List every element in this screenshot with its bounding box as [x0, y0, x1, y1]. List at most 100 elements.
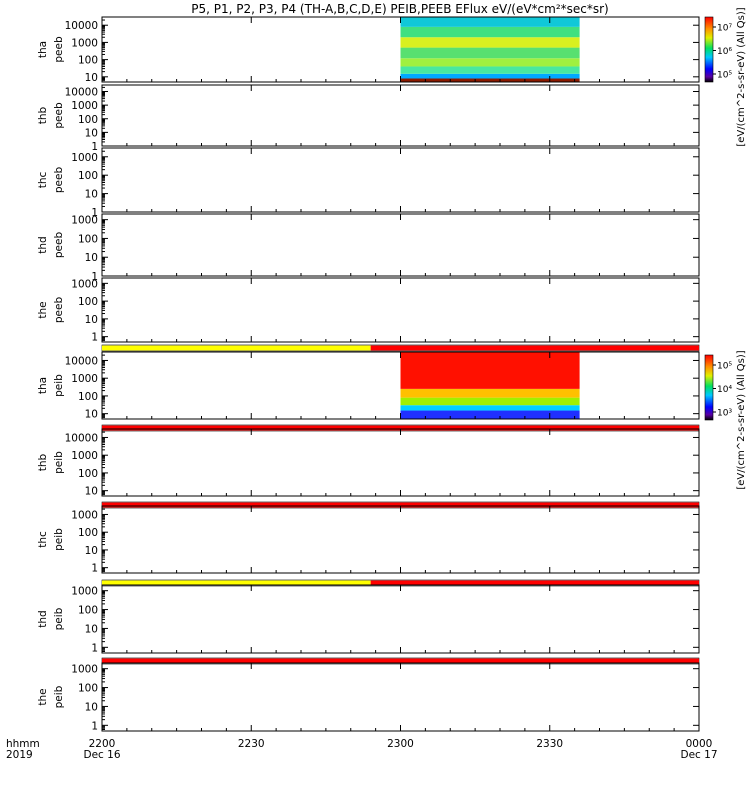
y-tick-label: 100	[78, 468, 98, 480]
panel-thb-peib: 10 100 1000 10000 thb peib	[37, 428, 700, 509]
panel-probe-label: thd	[37, 610, 49, 627]
panel-frame	[101, 505, 700, 574]
y-tick-label: 1	[91, 720, 98, 732]
y-tick-label: 1000	[71, 664, 98, 676]
panel-frame	[101, 662, 700, 732]
panel-tha-peib: 10 100 1000 10000 tha peib	[37, 351, 700, 432]
status-bar-segment	[370, 345, 699, 351]
panel-the-peib: 1 10 100 1000 the peib	[37, 662, 700, 732]
y-tick-label: 1	[91, 141, 98, 153]
status-bar-segment	[102, 425, 699, 431]
panel-instrument-label: peeb	[53, 102, 65, 129]
y-tick-label: 100	[78, 296, 98, 308]
panel-probe-label: thc	[37, 172, 49, 189]
y-tick-label: 10000	[65, 355, 98, 367]
y-tick-label: 1	[91, 563, 98, 575]
panel-probe-label: thc	[37, 531, 49, 548]
panel-instrument-label: peeb	[53, 232, 65, 259]
panel-probe-label: the	[37, 301, 49, 318]
panel-instrument-label: peib	[53, 528, 65, 551]
spectrogram-band	[400, 352, 580, 389]
panel-probe-label: tha	[37, 41, 49, 58]
y-tick-label: 100	[78, 55, 98, 67]
spectrogram-band	[400, 58, 580, 67]
y-tick-label: 1	[91, 207, 98, 219]
y-tick-label: 10	[85, 545, 98, 557]
y-tick-label: 100	[78, 114, 98, 126]
y-tick-label: 10000	[65, 20, 98, 32]
panel-instrument-label: peeb	[53, 167, 65, 194]
panel-frame	[101, 428, 700, 497]
panel-thc-peib: 1 10 100 1000 thc peib	[37, 505, 700, 587]
status-bar-segment	[102, 502, 699, 508]
y-tick-label: 10	[85, 189, 98, 201]
panel-instrument-label: peeb	[53, 297, 65, 324]
y-tick-label: 10	[85, 72, 98, 84]
y-tick-label: 100	[78, 391, 98, 403]
spectrogram-band	[400, 410, 580, 419]
y-tick-label: 10000	[65, 432, 98, 444]
colorbar: 10⁵ 10⁶ 10⁷ [eV/(cm^2-s-sr-eV) (All Qs)]	[704, 7, 747, 147]
y-tick-label: 10	[85, 623, 98, 635]
x-axis-label: hhmm	[6, 738, 40, 750]
status-bar-segment	[102, 345, 371, 351]
y-tick-label: 1	[91, 271, 98, 283]
panel-probe-label: thb	[37, 106, 49, 124]
y-tick-label: 1000	[71, 586, 98, 598]
x-axis-year: 2019	[6, 749, 33, 761]
colorbar-tick-label: 10⁴	[717, 385, 732, 395]
y-tick-label: 10	[85, 127, 98, 139]
y-tick-label: 100	[78, 527, 98, 539]
status-bar-segment	[102, 658, 699, 664]
colorbar-label: [eV/(cm^2-s-sr-eV) (All Qs)]	[736, 7, 747, 146]
spectrogram-band	[400, 47, 580, 59]
y-tick-label: 10	[85, 409, 98, 421]
chart-title: P5, P1, P2, P3, P4 (TH-A,B,C,D,E) PEIB,P…	[191, 2, 608, 16]
colorbar-tick-label: 10⁵	[717, 362, 732, 372]
colorbar-tick-label: 10³	[717, 409, 732, 419]
status-bar-segment	[370, 580, 699, 586]
panel-probe-label: thb	[37, 453, 49, 471]
y-tick-label: 10	[85, 701, 98, 713]
start-date-label: Dec 16	[83, 749, 120, 761]
spectrogram-band	[400, 405, 580, 411]
panel-tha-peeb: 10 100 1000 10000 tha peeb	[37, 16, 700, 84]
end-date-label: Dec 17	[680, 749, 717, 761]
panel-frame	[101, 277, 700, 343]
y-tick-label: 1000	[71, 152, 98, 164]
spectrogram-band	[400, 37, 580, 48]
y-tick-label: 1000	[71, 37, 98, 49]
colorbar-label: [eV/(cm^2-s-sr-eV) (All Qs)]	[736, 350, 747, 489]
y-tick-label: 100	[78, 683, 98, 695]
spectrogram-band	[400, 26, 580, 38]
panel-instrument-label: peib	[53, 685, 65, 708]
y-tick-label: 10000	[65, 87, 98, 99]
y-tick-label: 1000	[71, 450, 98, 462]
y-tick-label: 1000	[71, 373, 98, 385]
colorbar-tick-label: 10⁷	[717, 24, 732, 34]
spectrogram-band	[400, 78, 580, 82]
panel-instrument-label: peeb	[53, 36, 65, 63]
panel-frame	[101, 213, 700, 277]
x-tick-label: 2200	[89, 738, 116, 750]
colorbar-tick-label: 10⁶	[717, 47, 732, 57]
spectrogram-band	[400, 66, 580, 74]
y-tick-label: 100	[78, 233, 98, 245]
colorbar: 10³ 10⁴ 10⁵ [eV/(cm^2-s-sr-eV) (All Qs)]	[704, 350, 747, 490]
y-tick-label: 1000	[71, 215, 98, 227]
panel-frame	[101, 147, 700, 213]
panel-thd-peeb: 1 10 100 1000 thd peeb	[37, 213, 700, 283]
y-tick-label: 1	[91, 642, 98, 654]
x-tick-label: 2330	[536, 738, 563, 750]
x-tick-label: 2230	[238, 738, 265, 750]
panel-thc-peeb: 1 10 100 1000 thc peeb	[37, 147, 700, 219]
panel-probe-label: tha	[37, 377, 49, 394]
panel-frame	[101, 84, 700, 147]
y-tick-label: 1000	[71, 100, 98, 112]
y-tick-label: 100	[78, 170, 98, 182]
